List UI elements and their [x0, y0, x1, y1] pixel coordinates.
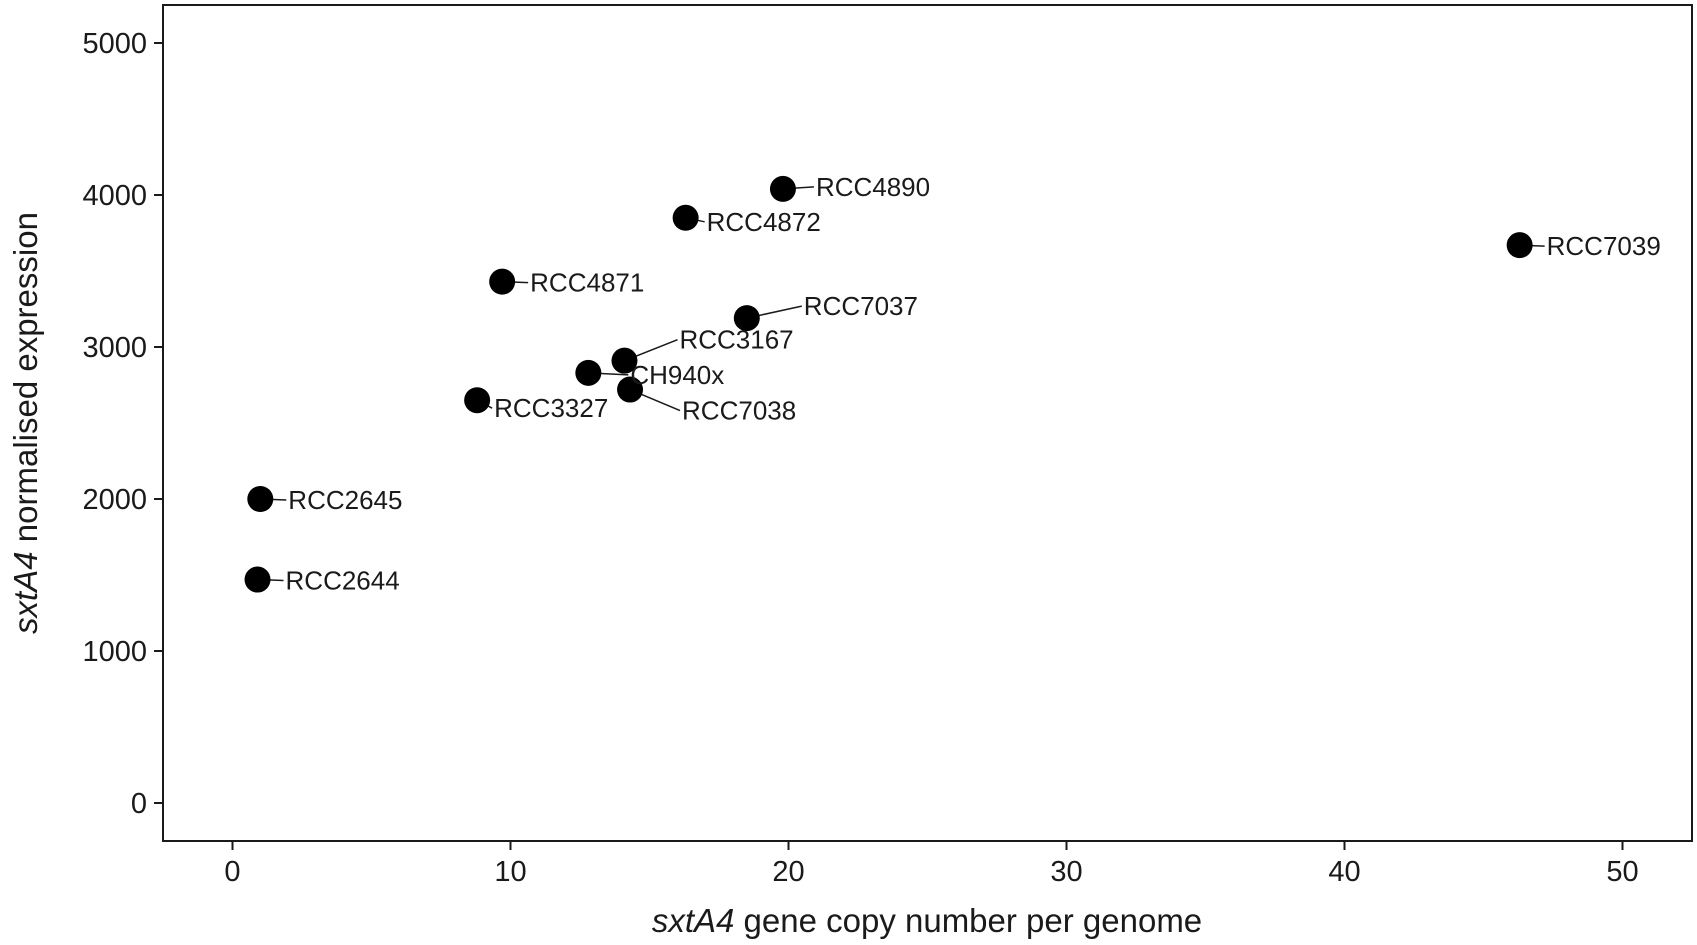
data-point [769, 175, 796, 202]
point-label: RCC2645 [288, 485, 402, 515]
y-tick-label: 2000 [82, 484, 147, 516]
point-label: RCC2644 [286, 566, 400, 596]
label-leader-lines [257, 186, 1545, 582]
point-label: RCC3327 [494, 393, 608, 423]
point-label: RCC4872 [707, 207, 821, 237]
data-point [1506, 232, 1533, 259]
data-point [611, 347, 638, 374]
x-tick-label: 10 [494, 856, 526, 888]
data-points [244, 175, 1533, 593]
point-label: CH940x [630, 360, 724, 390]
y-tick-label: 1000 [82, 636, 147, 668]
data-point [489, 268, 516, 295]
point-label: RCC4890 [816, 172, 930, 202]
point-label: RCC7038 [682, 396, 796, 426]
x-tick-label: 30 [1050, 856, 1082, 888]
data-point [244, 566, 271, 593]
point-label: RCC7039 [1547, 231, 1661, 261]
data-point [672, 204, 699, 231]
axis-ticks: 0 10 20 30 40 50 0 1000 2000 3000 4000 5000 [82, 28, 1638, 888]
data-point [247, 486, 274, 512]
x-tick-label: 40 [1328, 856, 1360, 888]
y-tick-label: 4000 [82, 180, 147, 212]
point-label: RCC7037 [804, 291, 918, 321]
y-tick-label: 3000 [82, 332, 147, 364]
y-tick-label: 0 [131, 788, 147, 820]
data-point [575, 359, 602, 386]
x-tick-label: 50 [1606, 856, 1638, 888]
point-label: RCC4871 [530, 268, 644, 298]
data-point [733, 305, 760, 332]
y-axis-title: sxtA4 normalised expression [7, 212, 44, 634]
data-point [464, 387, 491, 414]
point-label: RCC3167 [679, 325, 793, 355]
x-tick-label: 0 [224, 856, 240, 888]
data-point [617, 376, 644, 403]
point-labels: RCC2644 RCC2645 RCC3327 RCC4871 CH940x RCC316… [286, 172, 1661, 596]
y-tick-label: 5000 [82, 28, 147, 60]
panel-border [162, 4, 1693, 842]
x-axis-title: sxtA4 gene copy number per genome [652, 902, 1202, 939]
x-tick-label: 20 [772, 856, 804, 888]
